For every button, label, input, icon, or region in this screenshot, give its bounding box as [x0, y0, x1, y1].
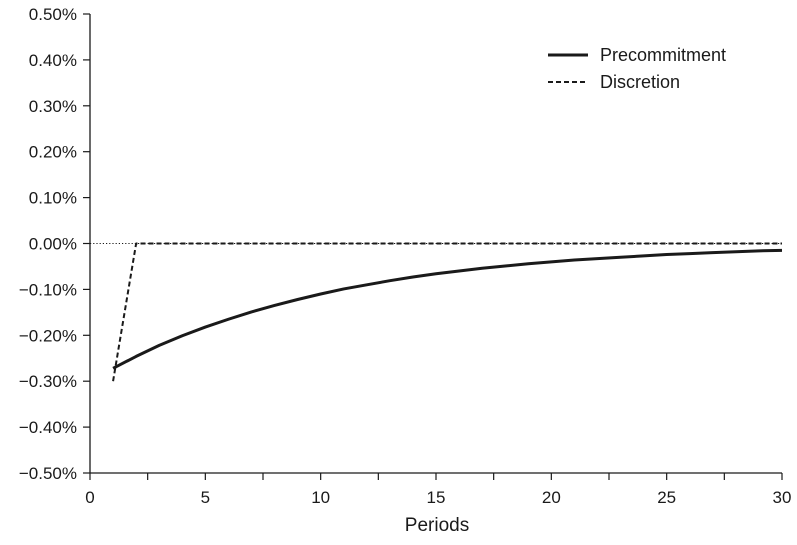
- legend-label-discretion: Discretion: [600, 72, 680, 92]
- series-line-discretion: [112, 242, 782, 382]
- y-tick-label: −0.50%: [19, 464, 77, 483]
- y-tick-label: 0.10%: [29, 189, 77, 208]
- x-tick-label: 10: [311, 488, 330, 507]
- x-tick-label: 5: [201, 488, 210, 507]
- x-tick-label: 0: [85, 488, 94, 507]
- x-tick-label: 25: [657, 488, 676, 507]
- y-tick-label: 0.40%: [29, 51, 77, 70]
- y-tick-label: −0.10%: [19, 280, 77, 299]
- x-tick-label: 20: [542, 488, 561, 507]
- y-tick-label: −0.40%: [19, 418, 77, 437]
- y-tick-label: 0.50%: [29, 5, 77, 24]
- y-tick-label: 0.00%: [29, 235, 77, 254]
- legend-label-precommitment: Precommitment: [600, 45, 726, 65]
- x-tick-label: 15: [427, 488, 446, 507]
- y-tick-label: 0.20%: [29, 143, 77, 162]
- x-axis-title: Periods: [405, 515, 469, 536]
- y-tick-label: −0.30%: [19, 372, 77, 391]
- y-tick-label: −0.20%: [19, 326, 77, 345]
- y-tick-label: 0.30%: [29, 97, 77, 116]
- series-line-precommitment: [112, 248, 783, 370]
- x-tick-label: 30: [773, 488, 792, 507]
